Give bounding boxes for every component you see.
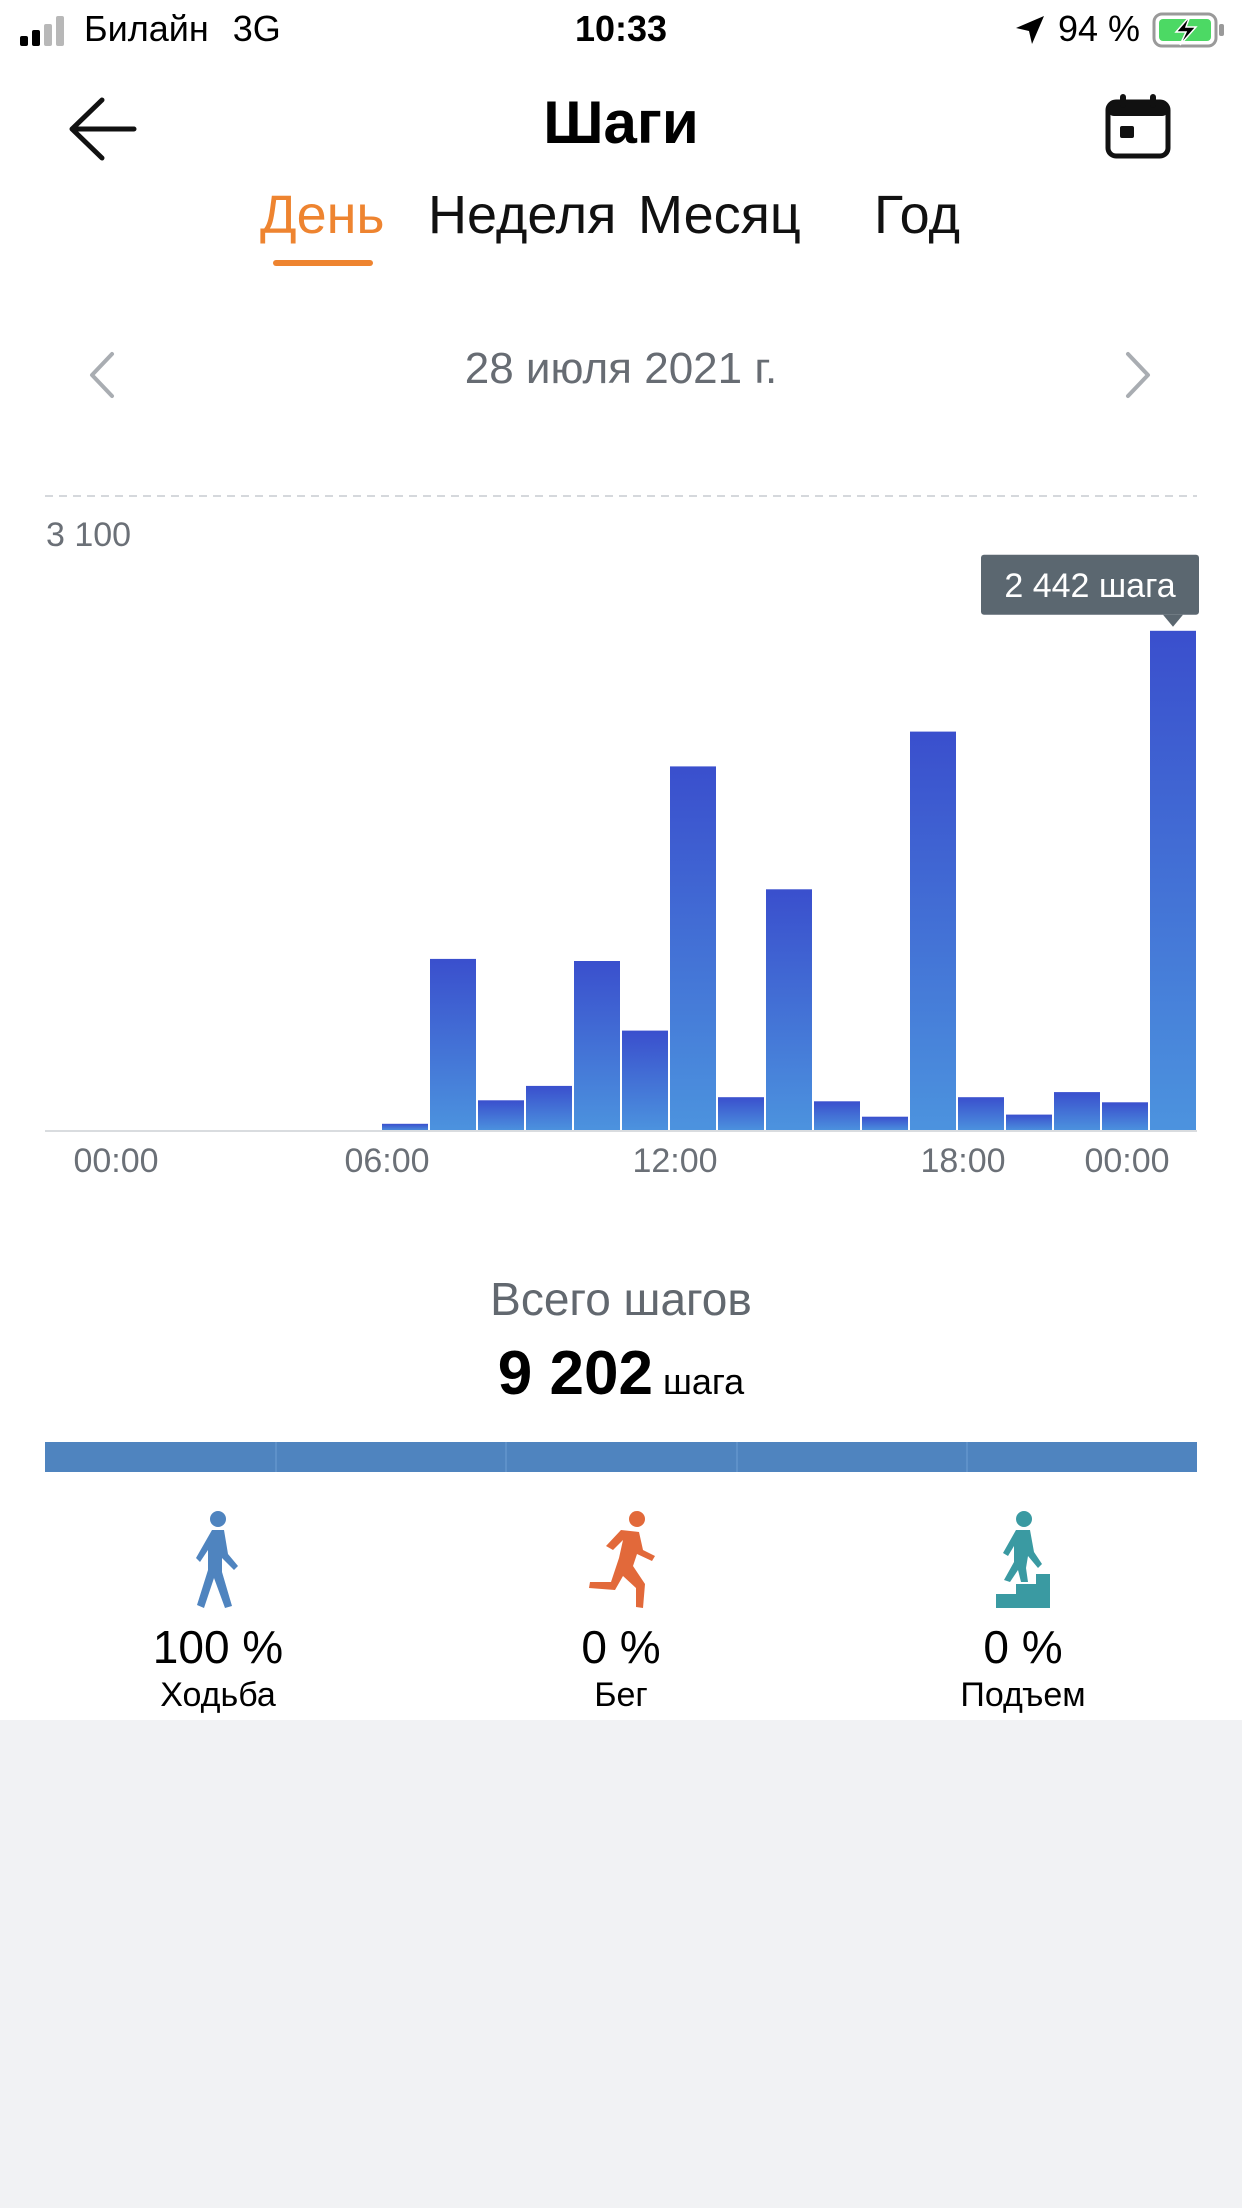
page-title: Шаги bbox=[543, 89, 699, 156]
running-percent: 0 % bbox=[581, 1621, 661, 1673]
stairs-climbing-icon bbox=[996, 1511, 1050, 1608]
tab-active-indicator bbox=[273, 260, 373, 266]
activity-walking: 100 % Ходьба bbox=[68, 1510, 368, 1715]
status-bar: Билайн 3G 10:33 94 % bbox=[0, 0, 1242, 62]
tooltip-text: 2 442 шага bbox=[1004, 567, 1175, 605]
tooltip-box bbox=[981, 554, 1199, 615]
bar-hour-9[interactable] bbox=[478, 1100, 524, 1131]
bar-hour-16[interactable] bbox=[814, 1101, 860, 1131]
x-tick-label: 00:00 bbox=[1084, 1142, 1169, 1180]
previous-date-button[interactable] bbox=[68, 340, 138, 410]
running-label: Бег bbox=[594, 1676, 648, 1714]
bar-hour-10[interactable] bbox=[526, 1085, 572, 1131]
bar-hour-7[interactable] bbox=[382, 1123, 428, 1131]
signal-icon bbox=[20, 16, 64, 46]
running-icon bbox=[589, 1511, 655, 1608]
x-tick-label: 12:00 bbox=[632, 1142, 717, 1180]
walking-label: Ходьба bbox=[160, 1676, 276, 1714]
walking-icon bbox=[196, 1511, 238, 1608]
climbing-percent: 0 % bbox=[983, 1621, 1063, 1673]
x-tick-label: 18:00 bbox=[920, 1142, 1005, 1180]
battery-charging-icon bbox=[1152, 12, 1224, 48]
climbing-label: Подъем bbox=[960, 1676, 1086, 1714]
total-steps-value: 9 202 bbox=[497, 1339, 653, 1408]
location-arrow-icon bbox=[1016, 16, 1044, 44]
bar-hour-17[interactable] bbox=[862, 1116, 908, 1131]
activity-distribution-bar bbox=[45, 1442, 1197, 1472]
bar-hour-22[interactable] bbox=[1102, 1102, 1148, 1131]
total-steps-label: Всего шагов bbox=[490, 1273, 752, 1325]
current-date: 28 июля 2021 г. bbox=[464, 344, 778, 393]
tab-day[interactable]: День bbox=[260, 185, 385, 245]
next-date-button[interactable] bbox=[1102, 340, 1172, 410]
activity-running: 0 % Бег bbox=[471, 1510, 771, 1715]
tab-month[interactable]: Месяц bbox=[638, 185, 801, 245]
walking-percent: 100 % bbox=[152, 1621, 284, 1673]
battery-percent: 94 % bbox=[1058, 8, 1141, 49]
carrier-label: Билайн 3G bbox=[84, 8, 281, 49]
total-steps: 9 202 шага bbox=[0, 1338, 1242, 1409]
activity-climbing: 0 % Подъем bbox=[873, 1510, 1173, 1715]
tab-year[interactable]: Год bbox=[874, 185, 960, 245]
tooltip-pointer bbox=[1163, 614, 1183, 627]
bar-divider bbox=[966, 1442, 968, 1472]
bar-hour-14[interactable] bbox=[718, 1097, 764, 1131]
bar-hour-11[interactable] bbox=[574, 961, 620, 1131]
back-button[interactable] bbox=[66, 92, 140, 166]
bar-hour-13[interactable] bbox=[670, 766, 716, 1131]
bar-divider bbox=[275, 1442, 277, 1472]
total-steps-unit: шага bbox=[662, 1361, 745, 1402]
bars-group bbox=[382, 630, 1196, 1131]
x-tick-label: 06:00 bbox=[344, 1142, 429, 1180]
bar-hour-20[interactable] bbox=[1006, 1114, 1052, 1131]
x-tick-label: 00:00 bbox=[73, 1142, 158, 1180]
clock: 10:33 bbox=[574, 8, 668, 49]
bar-hour-8[interactable] bbox=[430, 958, 476, 1131]
steps-bar-chart: 3 100 00:00 06:00 12:00 18:00 00:00 2 442 ша… bbox=[45, 495, 1199, 1180]
bar-hour-19[interactable] bbox=[958, 1097, 1004, 1131]
bar-divider bbox=[736, 1442, 738, 1472]
bar-hour-21[interactable] bbox=[1054, 1092, 1100, 1131]
bar-hour-18[interactable] bbox=[910, 731, 956, 1131]
calendar-button[interactable] bbox=[1104, 92, 1172, 160]
bar-hour-23[interactable] bbox=[1150, 630, 1196, 1131]
content-area bbox=[0, 0, 1242, 1720]
bar-tooltip: 2 442 шага bbox=[981, 554, 1199, 627]
bar-hour-15[interactable] bbox=[766, 889, 812, 1131]
y-max-label: 3 100 bbox=[46, 516, 131, 554]
bar-divider bbox=[505, 1442, 507, 1472]
tab-week[interactable]: Неделя bbox=[428, 185, 617, 245]
x-ticks-group: 00:00 06:00 12:00 18:00 00:00 bbox=[73, 1142, 1169, 1180]
bar-hour-12[interactable] bbox=[622, 1030, 668, 1131]
